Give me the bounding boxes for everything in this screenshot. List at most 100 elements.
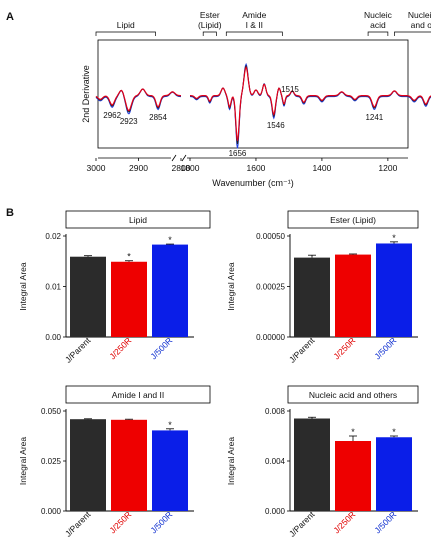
chart-title-box <box>287 385 419 404</box>
peak-label: 2923 <box>120 117 138 126</box>
peak-label: 2962 <box>103 111 121 120</box>
bar-chart-4: Nucleic acid and others 0.000 0.004 0.008 In… <box>226 385 419 539</box>
category-label: J/250R <box>107 335 133 361</box>
category-label: J/500R <box>372 509 398 535</box>
bar-chart-2: Ester (Lipid) 0.00000 0.00025 0.00050 Integr… <box>226 210 419 365</box>
chart-title-box <box>65 385 211 404</box>
y-tick-label: 0.025 <box>41 457 62 466</box>
y-tick-label: 0.01 <box>45 283 61 292</box>
y-axis-label: Integral Area <box>18 437 28 485</box>
bar <box>335 254 371 337</box>
bar <box>335 441 371 511</box>
category-label: J/250R <box>331 335 357 361</box>
axis-break-mark <box>171 154 177 162</box>
significance-mark: * <box>392 233 396 243</box>
y-axis-label: Integral Area <box>226 262 236 310</box>
panel-b-letter: B <box>6 207 14 219</box>
chart-title: Nucleic acid and others <box>309 390 397 400</box>
bar-chart-3: Amide I and II 0.000 0.025 0.050 Integral Ar… <box>18 385 211 539</box>
bar <box>111 419 147 511</box>
region-bracket <box>202 31 217 36</box>
region-label-text: I & II <box>246 20 263 30</box>
spectrum-traces <box>95 62 431 149</box>
bar-chart-1: Lipid 0.00 0.01 0.02 Integral Area J/Parent * J… <box>18 210 211 365</box>
bar-charts: Lipid 0.00 0.01 0.02 Integral Area J/Parent * J… <box>18 210 419 539</box>
region-bracket <box>225 31 283 36</box>
y-tick-label: 0.00000 <box>256 333 285 342</box>
spectrum-trace-j500r <box>190 62 431 149</box>
y-tick-label: 0.000 <box>41 507 62 516</box>
region-label: Ester(Lipid) <box>198 10 222 36</box>
region-bracket <box>394 31 431 36</box>
peak-label: 1241 <box>365 113 383 122</box>
region-label-text: Nucleic acid <box>408 10 431 20</box>
region-label-text: (Lipid) <box>198 20 222 30</box>
region-label-text: Lipid <box>117 20 135 30</box>
spectrum-y-axis-label: 2nd Derivative <box>81 65 91 123</box>
category-label: J/Parent <box>287 509 317 539</box>
y-tick-label: 0.050 <box>41 407 62 416</box>
significance-mark: * <box>168 235 172 245</box>
spectrum-trace-parent <box>190 64 431 145</box>
region-label-text: Amide <box>242 10 266 20</box>
bar <box>376 243 412 337</box>
significance-mark: * <box>168 420 172 430</box>
y-axis-label: Integral Area <box>18 262 28 310</box>
region-label-text: Ester <box>200 10 220 20</box>
y-tick-label: 0.00050 <box>256 232 285 241</box>
peak-label: 1546 <box>267 121 285 130</box>
bar <box>294 257 330 337</box>
peak-label: 1656 <box>229 149 247 158</box>
y-tick-label: 0.00025 <box>256 283 285 292</box>
spectrum-peak-labels: 2962292328541656154615151241970 <box>103 85 384 158</box>
x-tick-label: 2900 <box>129 163 148 173</box>
significance-mark: * <box>392 427 396 437</box>
chart-title-box <box>65 210 211 229</box>
spectrum-trace-j250r <box>95 88 181 111</box>
x-tick-label: 1200 <box>378 163 397 173</box>
y-tick-label: 0.008 <box>265 407 286 416</box>
bar <box>376 437 412 511</box>
x-tick-label: 1800 <box>181 163 200 173</box>
category-label: J/Parent <box>287 335 317 365</box>
peak-label: 2854 <box>149 113 167 122</box>
region-label: Lipid <box>95 20 156 36</box>
bar <box>152 430 188 511</box>
chart-title-box <box>287 210 419 229</box>
chart-title: Amide I and II <box>112 390 164 400</box>
y-tick-label: 0.02 <box>45 232 61 241</box>
chart-title: Ester (Lipid) <box>330 215 376 225</box>
category-label: J/500R <box>372 335 398 361</box>
peak-label: 1515 <box>281 85 299 94</box>
spectrum-plot-frame <box>97 39 409 149</box>
x-tick-label: 1400 <box>312 163 331 173</box>
category-label: J/500R <box>148 509 174 535</box>
bar <box>294 418 330 511</box>
category-label: J/500R <box>148 335 174 361</box>
region-label-text: and others <box>411 20 431 30</box>
x-tick-label: 1600 <box>246 163 265 173</box>
category-label: J/250R <box>331 509 357 535</box>
category-label: J/Parent <box>63 335 93 365</box>
region-bracket <box>367 31 389 36</box>
y-axis-label: Integral Area <box>226 437 236 485</box>
bar <box>70 256 106 337</box>
panel-a-letter: A <box>6 11 14 23</box>
region-bracket <box>95 31 156 36</box>
x-tick-label: 3000 <box>87 163 106 173</box>
y-tick-label: 0.004 <box>265 457 286 466</box>
chart-title: Lipid <box>129 215 147 225</box>
spectrum-trace-j500r <box>95 88 181 115</box>
spectrum-x-axis: 30002900280018001600140012001000 <box>87 154 408 173</box>
axis-break-mark <box>181 154 187 162</box>
spectrum-trace-j250r <box>190 65 431 141</box>
bar <box>70 419 106 511</box>
region-label-text: Nucleic <box>364 10 393 20</box>
bar <box>111 261 147 337</box>
